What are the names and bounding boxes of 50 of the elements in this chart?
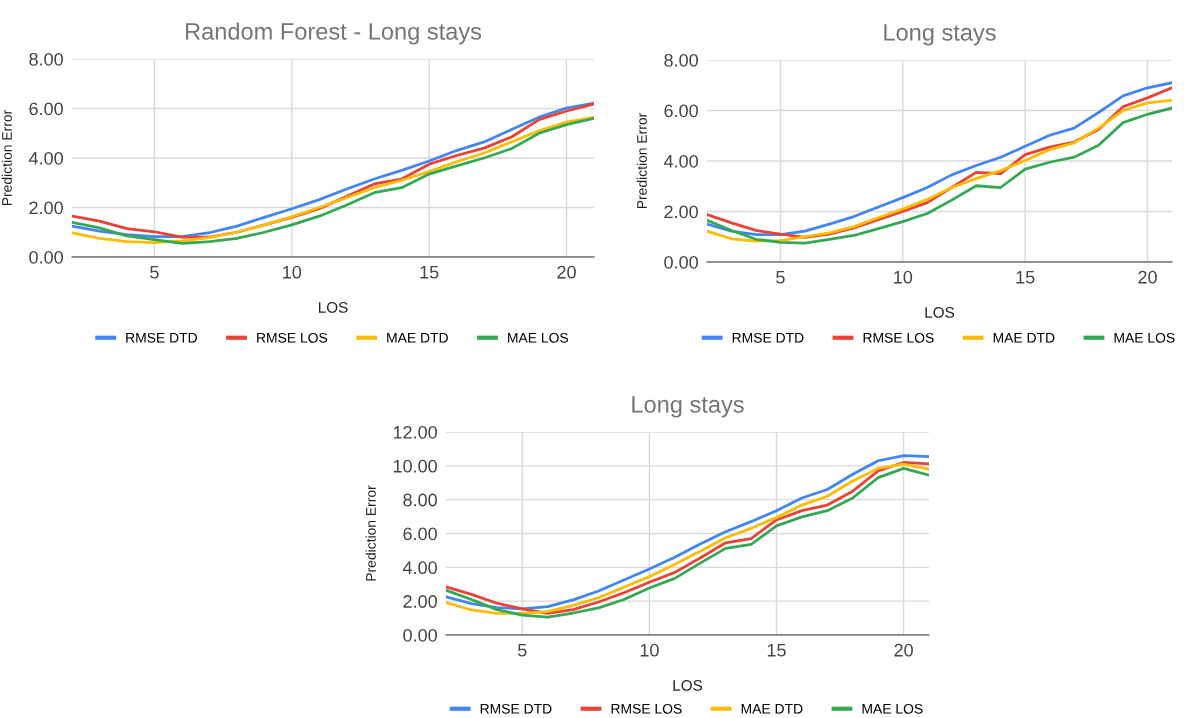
y-tick-label: 2.00 xyxy=(664,205,698,219)
y-axis-title: Prediction Error xyxy=(365,485,376,581)
y-tick-label: 12.00 xyxy=(393,425,437,439)
chart-title: Long stays xyxy=(884,24,996,46)
y-tick-label: 6.00 xyxy=(664,104,698,118)
y-tick-label: 8.00 xyxy=(664,53,698,67)
x-tick-label: 5 xyxy=(517,644,527,657)
legend-label: MAE DTD xyxy=(741,704,803,714)
legend-label: RMSE LOS xyxy=(863,332,934,343)
legend-label: MAE LOS xyxy=(862,703,923,714)
y-tick-label: 10.00 xyxy=(393,459,437,473)
chart-title: Long stays xyxy=(632,396,744,418)
legend-label: RMSE DTD xyxy=(732,332,804,343)
x-axis-title: LOS xyxy=(673,680,703,691)
x-tick-label: 20 xyxy=(894,643,913,657)
y-tick-label: 4.00 xyxy=(28,151,63,165)
x-tick-label: 15 xyxy=(1016,271,1035,284)
x-tick-label: 10 xyxy=(894,270,913,284)
y-tick-label: 6.00 xyxy=(29,102,63,116)
y-tick-label: 2.00 xyxy=(29,201,63,215)
x-tick-label: 15 xyxy=(767,644,786,657)
x-tick-label: 10 xyxy=(640,643,659,657)
x-tick-label: 5 xyxy=(150,266,159,279)
legend-label: RMSE DTD xyxy=(480,703,552,714)
legend-label: RMSE LOS xyxy=(257,332,328,343)
y-tick-label: 8.00 xyxy=(29,52,63,66)
x-axis-title: LOS xyxy=(318,302,348,313)
y-axis-title: Prediction Error xyxy=(1,109,12,206)
y-tick-label: 4.00 xyxy=(663,154,698,168)
y-tick-label: 0.00 xyxy=(664,255,698,269)
chart-title: Random Forest - Long stays xyxy=(186,22,482,45)
y-axis-title: Prediction Error xyxy=(636,112,647,209)
legend-label: RMSE LOS xyxy=(611,703,682,714)
x-tick-label: 20 xyxy=(557,265,576,279)
y-tick-label: 6.00 xyxy=(403,527,437,541)
y-tick-label: 0.00 xyxy=(403,628,437,642)
x-tick-label: 20 xyxy=(1138,270,1157,284)
y-tick-label: 0.00 xyxy=(29,250,63,264)
legend-label: MAE LOS xyxy=(1114,332,1175,343)
legend-label: MAE DTD xyxy=(387,333,448,343)
x-axis-title: LOS xyxy=(925,307,955,318)
y-tick-label: 2.00 xyxy=(403,595,437,608)
x-tick-label: 10 xyxy=(283,265,302,279)
legend-label: MAE DTD xyxy=(993,333,1055,343)
x-tick-label: 15 xyxy=(420,266,439,279)
y-tick-label: 8.00 xyxy=(403,493,437,507)
y-tick-label: 4.00 xyxy=(402,561,437,575)
legend-label: MAE LOS xyxy=(508,332,569,343)
legend-label: RMSE DTD xyxy=(126,332,197,343)
x-tick-label: 5 xyxy=(776,271,785,284)
